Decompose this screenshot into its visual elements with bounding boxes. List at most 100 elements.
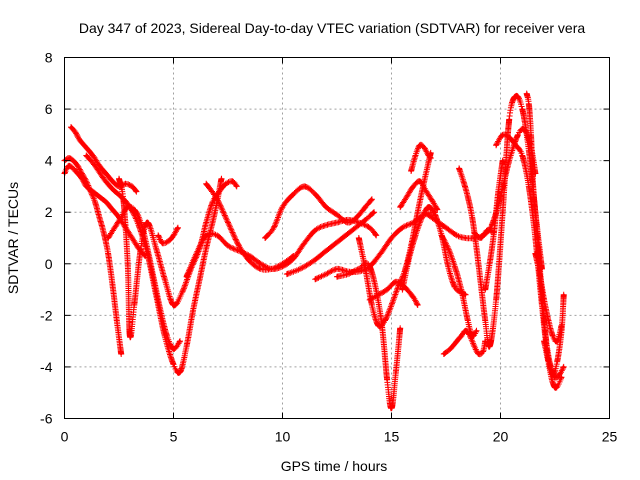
data-point (163, 278, 166, 281)
data-point (501, 159, 504, 162)
x-tick-label: 20 (493, 429, 509, 445)
data-point (527, 185, 531, 188)
data-point (555, 339, 559, 343)
series-arc16 (397, 178, 441, 213)
data-point (486, 229, 489, 232)
data-point (324, 249, 328, 253)
data-point (436, 208, 439, 211)
data-point (74, 169, 77, 173)
data-point (281, 262, 284, 265)
data-point (172, 234, 175, 237)
data-point (555, 360, 559, 363)
data-point (124, 182, 127, 186)
data-point (152, 278, 156, 281)
y-tick-label: -4 (40, 359, 53, 375)
data-point (139, 221, 142, 224)
data-point (335, 267, 339, 271)
data-point (205, 221, 208, 224)
data-point (536, 236, 539, 240)
data-point (551, 373, 555, 376)
data-point (431, 200, 435, 204)
data-point (355, 216, 358, 219)
data-point (205, 182, 208, 186)
data-point (479, 283, 483, 286)
y-axis-label: SDTVAR / TECUs (5, 182, 21, 294)
data-point (414, 234, 417, 237)
data-point (479, 236, 483, 240)
data-point (146, 221, 149, 224)
data-point (538, 272, 541, 276)
data-point (178, 339, 182, 343)
data-point (551, 334, 555, 338)
series-arc7 (155, 224, 181, 247)
data-point (146, 247, 149, 250)
data-point (390, 406, 393, 410)
data-point (314, 278, 317, 281)
data-point (78, 138, 81, 142)
data-point (409, 169, 413, 173)
data-point (335, 213, 339, 216)
data-point (390, 236, 393, 240)
data-point (460, 288, 463, 291)
x-tick-label: 10 (275, 429, 291, 445)
data-point (248, 254, 251, 258)
data-point (468, 334, 472, 338)
data-point (98, 216, 101, 219)
y-tick-label: 0 (45, 256, 53, 272)
data-point (122, 198, 125, 201)
data-point (119, 216, 123, 219)
data-point (111, 187, 114, 191)
data-point (401, 288, 404, 291)
series-arc17 (408, 141, 434, 174)
data-point (464, 329, 467, 333)
series-markers (421, 125, 539, 242)
series-markers (83, 152, 225, 376)
series-arc4 (83, 152, 225, 376)
y-tick-label: 2 (45, 204, 53, 220)
data-point (292, 192, 295, 196)
data-point (501, 211, 504, 214)
data-point (72, 159, 75, 162)
data-point (303, 241, 306, 245)
data-point (514, 94, 517, 98)
data-point (303, 185, 306, 188)
data-point (473, 345, 476, 348)
data-point (324, 223, 328, 227)
data-point (525, 92, 528, 95)
data-point (385, 378, 389, 382)
data-point (226, 221, 230, 224)
series-arc19 (421, 125, 539, 242)
data-point (335, 221, 339, 224)
data-point (560, 376, 563, 379)
data-point (311, 260, 315, 263)
data-point (335, 275, 339, 278)
data-point (516, 133, 520, 137)
data-point (494, 143, 498, 147)
data-point (453, 285, 456, 289)
data-point (527, 102, 531, 106)
data-point (324, 272, 328, 276)
data-point (235, 185, 238, 188)
series-arc14 (355, 149, 434, 330)
data-point (172, 363, 175, 366)
data-point (449, 347, 452, 351)
data-point (455, 339, 459, 343)
data-point (418, 180, 422, 183)
data-point (553, 386, 557, 389)
data-point (368, 298, 371, 302)
data-point (259, 267, 262, 271)
data-point (446, 247, 450, 250)
data-point (558, 373, 561, 376)
data-point (111, 208, 114, 211)
data-point (281, 205, 284, 209)
y-tick-label: 8 (45, 50, 53, 66)
data-point (185, 345, 188, 348)
series-arc21 (440, 327, 489, 358)
data-point (172, 347, 175, 351)
data-point (165, 334, 169, 338)
data-point (455, 234, 459, 237)
data-point (457, 167, 461, 170)
data-point (501, 133, 504, 137)
data-point (462, 180, 465, 183)
data-point (67, 156, 71, 160)
